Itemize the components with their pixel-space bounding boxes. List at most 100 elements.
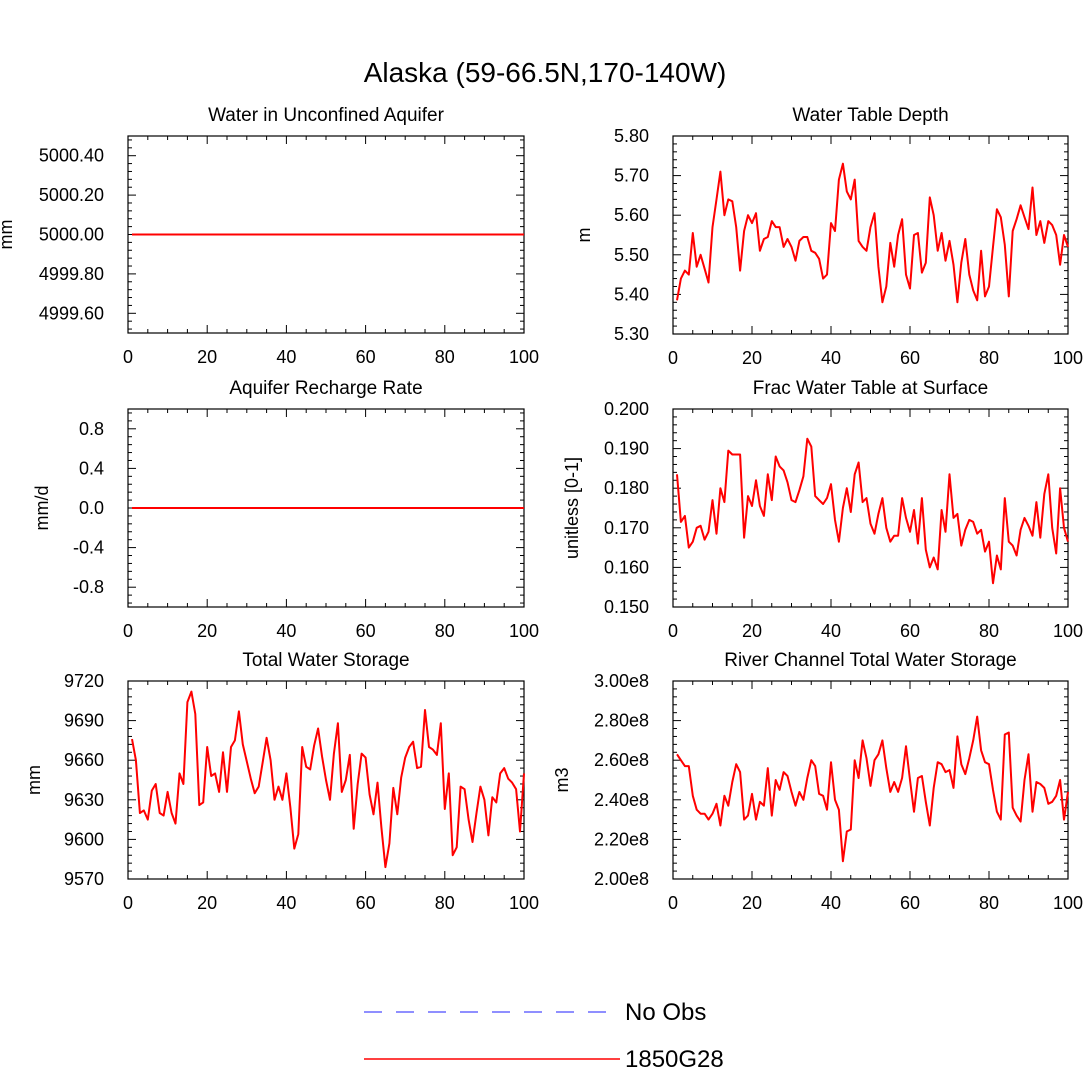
- panel-title: Total Water Storage: [242, 650, 409, 671]
- x-tick-label: 80: [435, 347, 455, 367]
- x-tick-label: 20: [197, 893, 217, 913]
- series-line-1850g28: [676, 162, 1069, 304]
- x-tick-label: 60: [356, 347, 376, 367]
- y-tick-label: 5.40: [614, 284, 649, 304]
- panel-5: Total Water Storage 0 20 40 60 80 100 9570 9600 9…: [24, 650, 539, 913]
- panel-title: Water Table Depth: [792, 105, 948, 126]
- x-tick-label: 40: [821, 621, 841, 641]
- y-tick-label: 2.00e8: [594, 869, 649, 889]
- y-tick-label: 4999.80: [39, 264, 104, 284]
- panels-group: Water in Unconfined Aquifer 0 20 40 60 80 100 4…: [0, 105, 1083, 913]
- x-tick-label: 60: [356, 893, 376, 913]
- x-tick-label: 0: [123, 347, 133, 367]
- x-tick-label: 20: [197, 347, 217, 367]
- x-tick-label: 0: [123, 621, 133, 641]
- x-tick-label: 0: [668, 348, 678, 368]
- y-tick-label: 9570: [64, 869, 104, 889]
- x-tick-label: 0: [668, 893, 678, 913]
- x-tick-label: 100: [509, 893, 539, 913]
- y-tick-label: 0.150: [604, 597, 649, 617]
- y-axis-label: mm: [24, 765, 44, 795]
- figure-title: Alaska (59-66.5N,170-140W): [364, 57, 727, 88]
- x-tick-label: 100: [1053, 348, 1083, 368]
- x-tick-label: 80: [979, 348, 999, 368]
- x-tick-label: 40: [276, 893, 296, 913]
- panel-title: Frac Water Table at Surface: [753, 378, 989, 399]
- y-tick-label: 0.4: [79, 458, 104, 478]
- x-tick-label: 40: [276, 621, 296, 641]
- y-tick-label: 5.60: [614, 205, 649, 225]
- y-tick-label: 0.160: [604, 557, 649, 577]
- x-tick-label: 20: [742, 621, 762, 641]
- y-axis-label: m3: [552, 767, 572, 792]
- y-tick-label: 9660: [64, 750, 104, 770]
- y-tick-label: 5.50: [614, 245, 649, 265]
- y-tick-label: 0.180: [604, 478, 649, 498]
- x-tick-label: 60: [900, 348, 920, 368]
- y-tick-label: 2.80e8: [594, 711, 649, 731]
- y-tick-label: 3.00e8: [594, 671, 649, 691]
- y-tick-label: 9630: [64, 790, 104, 810]
- x-tick-label: 80: [435, 621, 455, 641]
- y-tick-label: 9690: [64, 711, 104, 731]
- y-tick-label: -0.8: [73, 577, 104, 597]
- x-tick-label: 20: [742, 348, 762, 368]
- legend: No Obs 1850G28: [364, 999, 724, 1073]
- x-tick-label: 40: [821, 893, 841, 913]
- panel-title: Water in Unconfined Aquifer: [208, 105, 445, 126]
- y-tick-label: 0.0: [79, 498, 104, 518]
- y-tick-label: 0.190: [604, 439, 649, 459]
- y-tick-label: 2.60e8: [594, 750, 649, 770]
- x-tick-label: 60: [900, 893, 920, 913]
- x-tick-label: 100: [509, 347, 539, 367]
- x-tick-label: 80: [435, 893, 455, 913]
- y-tick-label: 5000.00: [39, 225, 104, 245]
- x-tick-label: 40: [276, 347, 296, 367]
- x-tick-label: 80: [979, 893, 999, 913]
- y-tick-label: -0.4: [73, 538, 104, 558]
- plot-frame: [672, 135, 1069, 335]
- y-axis-label: mm: [0, 220, 16, 250]
- y-tick-label: 0.170: [604, 518, 649, 538]
- y-axis-label: mm/d: [32, 486, 52, 531]
- legend-1850g28-label: 1850G28: [625, 1046, 724, 1073]
- x-tick-label: 40: [821, 348, 841, 368]
- panel-6: River Channel Total Water Storage 0 20 40 60…: [552, 650, 1083, 913]
- panel-2: Water Table Depth 0 20 40 60 80 100 5.30 5.40 5.5…: [574, 105, 1083, 368]
- x-tick-label: 20: [197, 621, 217, 641]
- y-tick-label: 2.20e8: [594, 829, 649, 849]
- y-tick-label: 5000.40: [39, 146, 104, 166]
- plot-frame: [672, 408, 1069, 608]
- panel-4: Frac Water Table at Surface 0 20 40 60 80 100 0…: [562, 378, 1083, 641]
- panel-title: River Channel Total Water Storage: [724, 650, 1017, 671]
- x-tick-label: 0: [668, 621, 678, 641]
- x-tick-label: 60: [900, 621, 920, 641]
- y-tick-label: 0.200: [604, 399, 649, 419]
- y-axis-label: unitless [0-1]: [562, 457, 582, 559]
- legend-no-obs-label: No Obs: [625, 999, 706, 1026]
- x-tick-label: 100: [509, 621, 539, 641]
- y-tick-label: 5.70: [614, 166, 649, 186]
- series-line-1850g28: [676, 437, 1069, 585]
- y-tick-label: 5.30: [614, 324, 649, 344]
- panel-1: Water in Unconfined Aquifer 0 20 40 60 80 100 4…: [0, 105, 539, 367]
- x-tick-label: 20: [742, 893, 762, 913]
- x-tick-label: 100: [1053, 893, 1083, 913]
- series-line-1850g28: [676, 715, 1069, 863]
- y-tick-label: 5.80: [614, 126, 649, 146]
- y-tick-label: 2.40e8: [594, 790, 649, 810]
- panel-title: Aquifer Recharge Rate: [229, 378, 422, 399]
- y-axis-label: m: [574, 228, 594, 243]
- y-tick-label: 0.8: [79, 419, 104, 439]
- y-tick-label: 9720: [64, 671, 104, 691]
- x-tick-label: 60: [356, 621, 376, 641]
- y-tick-label: 4999.60: [39, 303, 104, 323]
- x-tick-label: 100: [1053, 621, 1083, 641]
- x-tick-label: 80: [979, 621, 999, 641]
- series-line-1850g28: [131, 690, 525, 869]
- y-tick-label: 5000.20: [39, 185, 104, 205]
- x-tick-label: 0: [123, 893, 133, 913]
- y-tick-label: 9600: [64, 829, 104, 849]
- panel-3: Aquifer Recharge Rate 0 20 40 60 80 100 -0.8 -0.…: [32, 378, 539, 641]
